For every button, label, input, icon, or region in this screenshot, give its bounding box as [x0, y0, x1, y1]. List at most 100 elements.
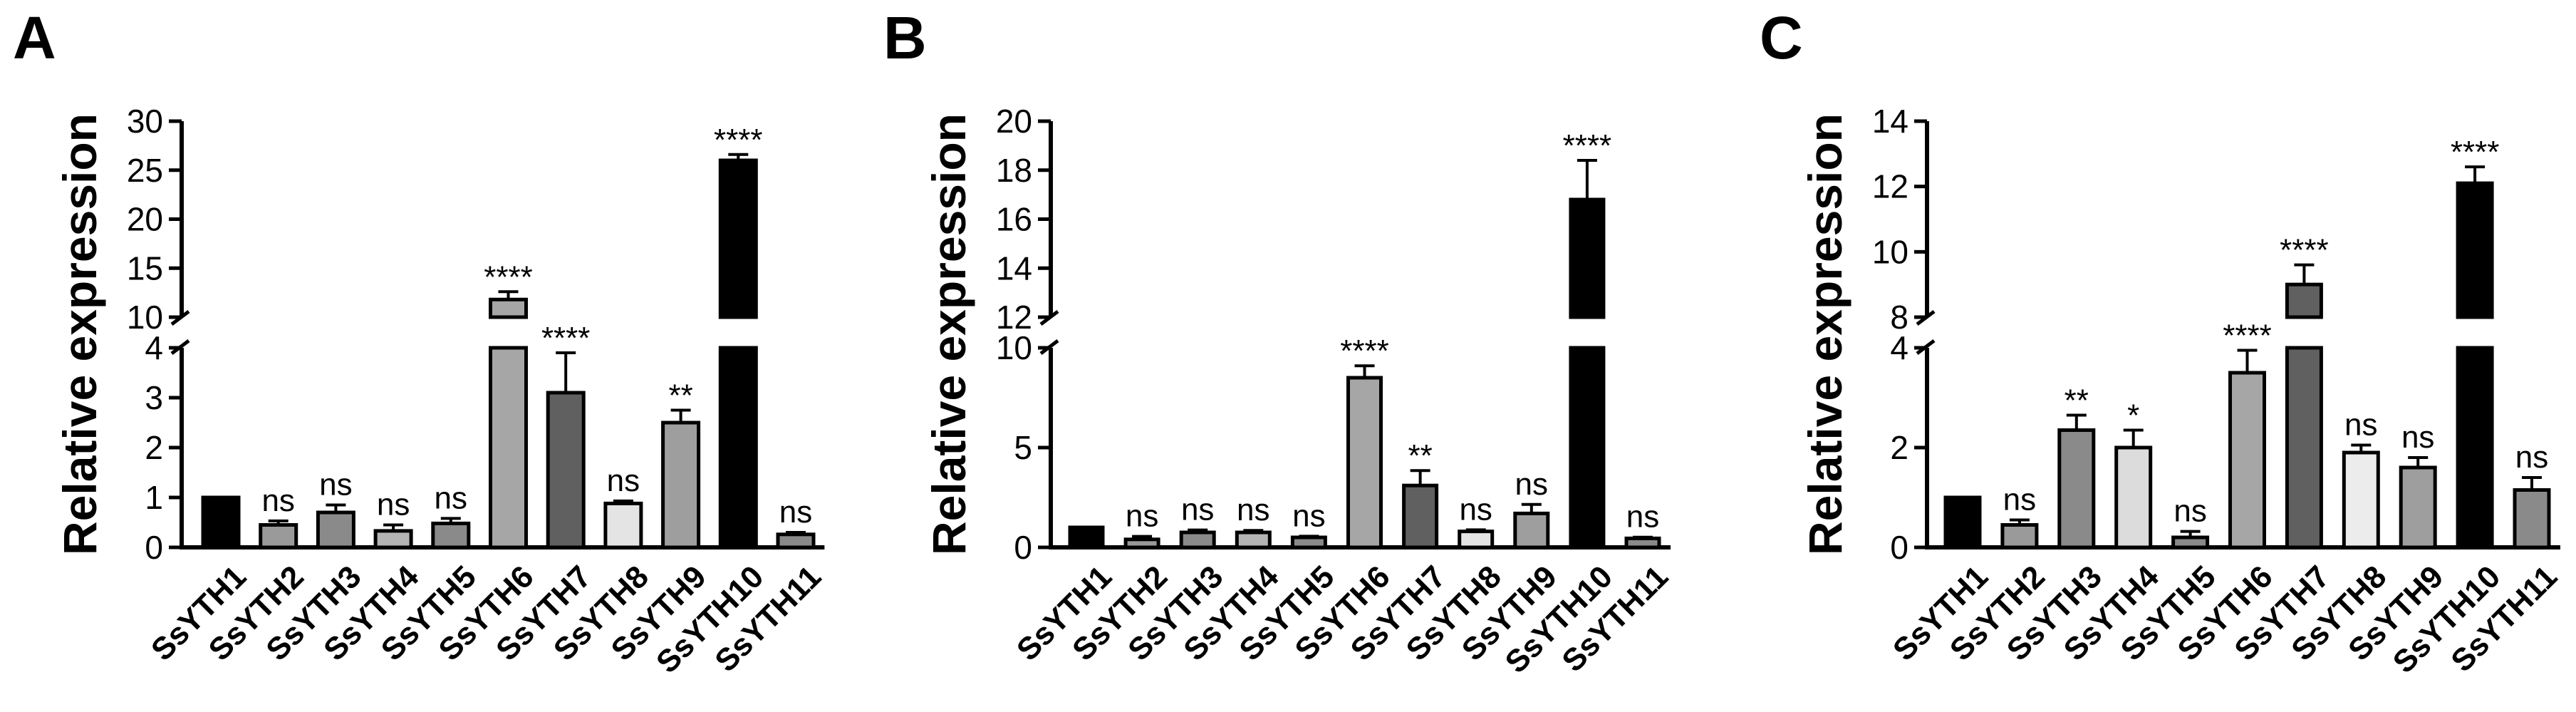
significance-label: ns: [1515, 467, 1548, 502]
y-axis-title: Relative expression: [1799, 113, 1852, 555]
bar: [259, 523, 298, 550]
bar: [661, 421, 701, 550]
y-tick-label: 10: [996, 329, 1032, 366]
significance-label: ns: [2003, 483, 2036, 517]
significance-label: *: [2127, 398, 2139, 433]
bar: [603, 501, 643, 550]
bar: [1123, 537, 1160, 550]
bar: [2285, 282, 2323, 319]
significance-label: **: [1408, 438, 1432, 473]
bar: [718, 158, 758, 319]
significance-label: ns: [1181, 492, 1214, 527]
y-tick-label: 10: [1872, 233, 1908, 270]
y-tick-label: 15: [127, 249, 163, 287]
bar: [489, 297, 528, 319]
y-tick-label: 5: [1014, 429, 1032, 466]
bar: [431, 521, 471, 550]
significance-label: ****: [2451, 135, 2500, 170]
bar: [2171, 535, 2210, 550]
bar: [316, 510, 355, 550]
significance-label: ns: [1292, 498, 1325, 533]
y-tick-label: 14: [1872, 103, 1908, 140]
bar: [1624, 536, 1661, 550]
bar: [373, 529, 413, 550]
y-tick-label: 14: [996, 249, 1032, 287]
bar: [2513, 488, 2551, 550]
bar: [1346, 376, 1383, 550]
bar: [1943, 495, 1982, 550]
y-tick-label: 3: [145, 379, 163, 416]
bar-lower-segment: [718, 346, 758, 550]
panel-letter: A: [13, 4, 56, 71]
significance-label: ns: [779, 495, 812, 530]
bar-lower-segment: [2456, 346, 2494, 550]
bar: [2399, 465, 2437, 550]
significance-label: ns: [2515, 440, 2548, 475]
significance-label: ns: [435, 480, 467, 515]
significance-label: ****: [2223, 319, 2272, 354]
y-tick-label: 20: [127, 201, 163, 238]
bar-lower-segment: [2285, 346, 2323, 550]
y-tick-label: 25: [127, 152, 163, 189]
significance-label: ****: [484, 259, 533, 294]
bar-lower-segment: [1569, 346, 1606, 550]
bar: [1513, 511, 1550, 550]
bar: [1179, 530, 1216, 550]
significance-label: ns: [607, 463, 640, 498]
bar: [1458, 530, 1495, 550]
y-axis-title: Relative expression: [923, 113, 975, 555]
y-tick-label: 4: [145, 329, 163, 366]
significance-label: ****: [2280, 233, 2329, 268]
significance-label: ns: [2344, 408, 2377, 443]
significance-label: ns: [1626, 500, 1659, 535]
significance-label: **: [668, 378, 692, 413]
y-tick-label: 0: [1890, 529, 1908, 566]
y-tick-label: 0: [145, 529, 163, 566]
bar: [2057, 428, 2096, 550]
significance-label: ns: [2174, 494, 2206, 529]
y-tick-label: 18: [996, 152, 1032, 189]
significance-label: ns: [2401, 420, 2434, 455]
significance-label: ns: [1126, 499, 1158, 534]
bar: [1290, 535, 1327, 550]
bar: [546, 391, 586, 550]
bar: [201, 495, 241, 550]
significance-label: ns: [377, 487, 410, 522]
y-tick-label: 16: [996, 201, 1032, 238]
y-tick-label: 4: [1890, 329, 1908, 366]
significance-label: **: [2065, 383, 2089, 418]
significance-label: ****: [1340, 334, 1389, 368]
significance-label: ****: [1563, 128, 1612, 163]
y-tick-label: 8: [1890, 299, 1908, 336]
significance-label: ****: [541, 321, 591, 356]
significance-label: ns: [1459, 492, 1492, 527]
bar: [2000, 523, 2039, 550]
y-tick-label: 20: [996, 103, 1032, 140]
y-tick-label: 12: [1872, 168, 1908, 205]
y-tick-label: 12: [996, 299, 1032, 336]
bar: [2228, 371, 2266, 550]
bar: [2342, 450, 2380, 550]
panel-letter: C: [1760, 4, 1803, 71]
bar: [1068, 525, 1105, 550]
bar-lower-segment: [489, 346, 528, 550]
significance-label: ns: [319, 468, 352, 502]
bar: [1569, 197, 1606, 319]
significance-label: ns: [261, 483, 294, 518]
significance-label: ns: [1237, 492, 1269, 527]
bar: [1402, 483, 1439, 550]
y-tick-label: 0: [1014, 529, 1032, 566]
bar: [1235, 530, 1272, 550]
y-tick-label: 2: [1890, 429, 1908, 466]
y-axis-title: Relative expression: [53, 113, 106, 555]
y-tick-label: 30: [127, 103, 163, 140]
bar: [2456, 181, 2494, 319]
bar: [776, 532, 816, 550]
significance-label: ****: [714, 123, 763, 158]
y-tick-label: 1: [145, 479, 163, 516]
bar: [2114, 445, 2153, 550]
